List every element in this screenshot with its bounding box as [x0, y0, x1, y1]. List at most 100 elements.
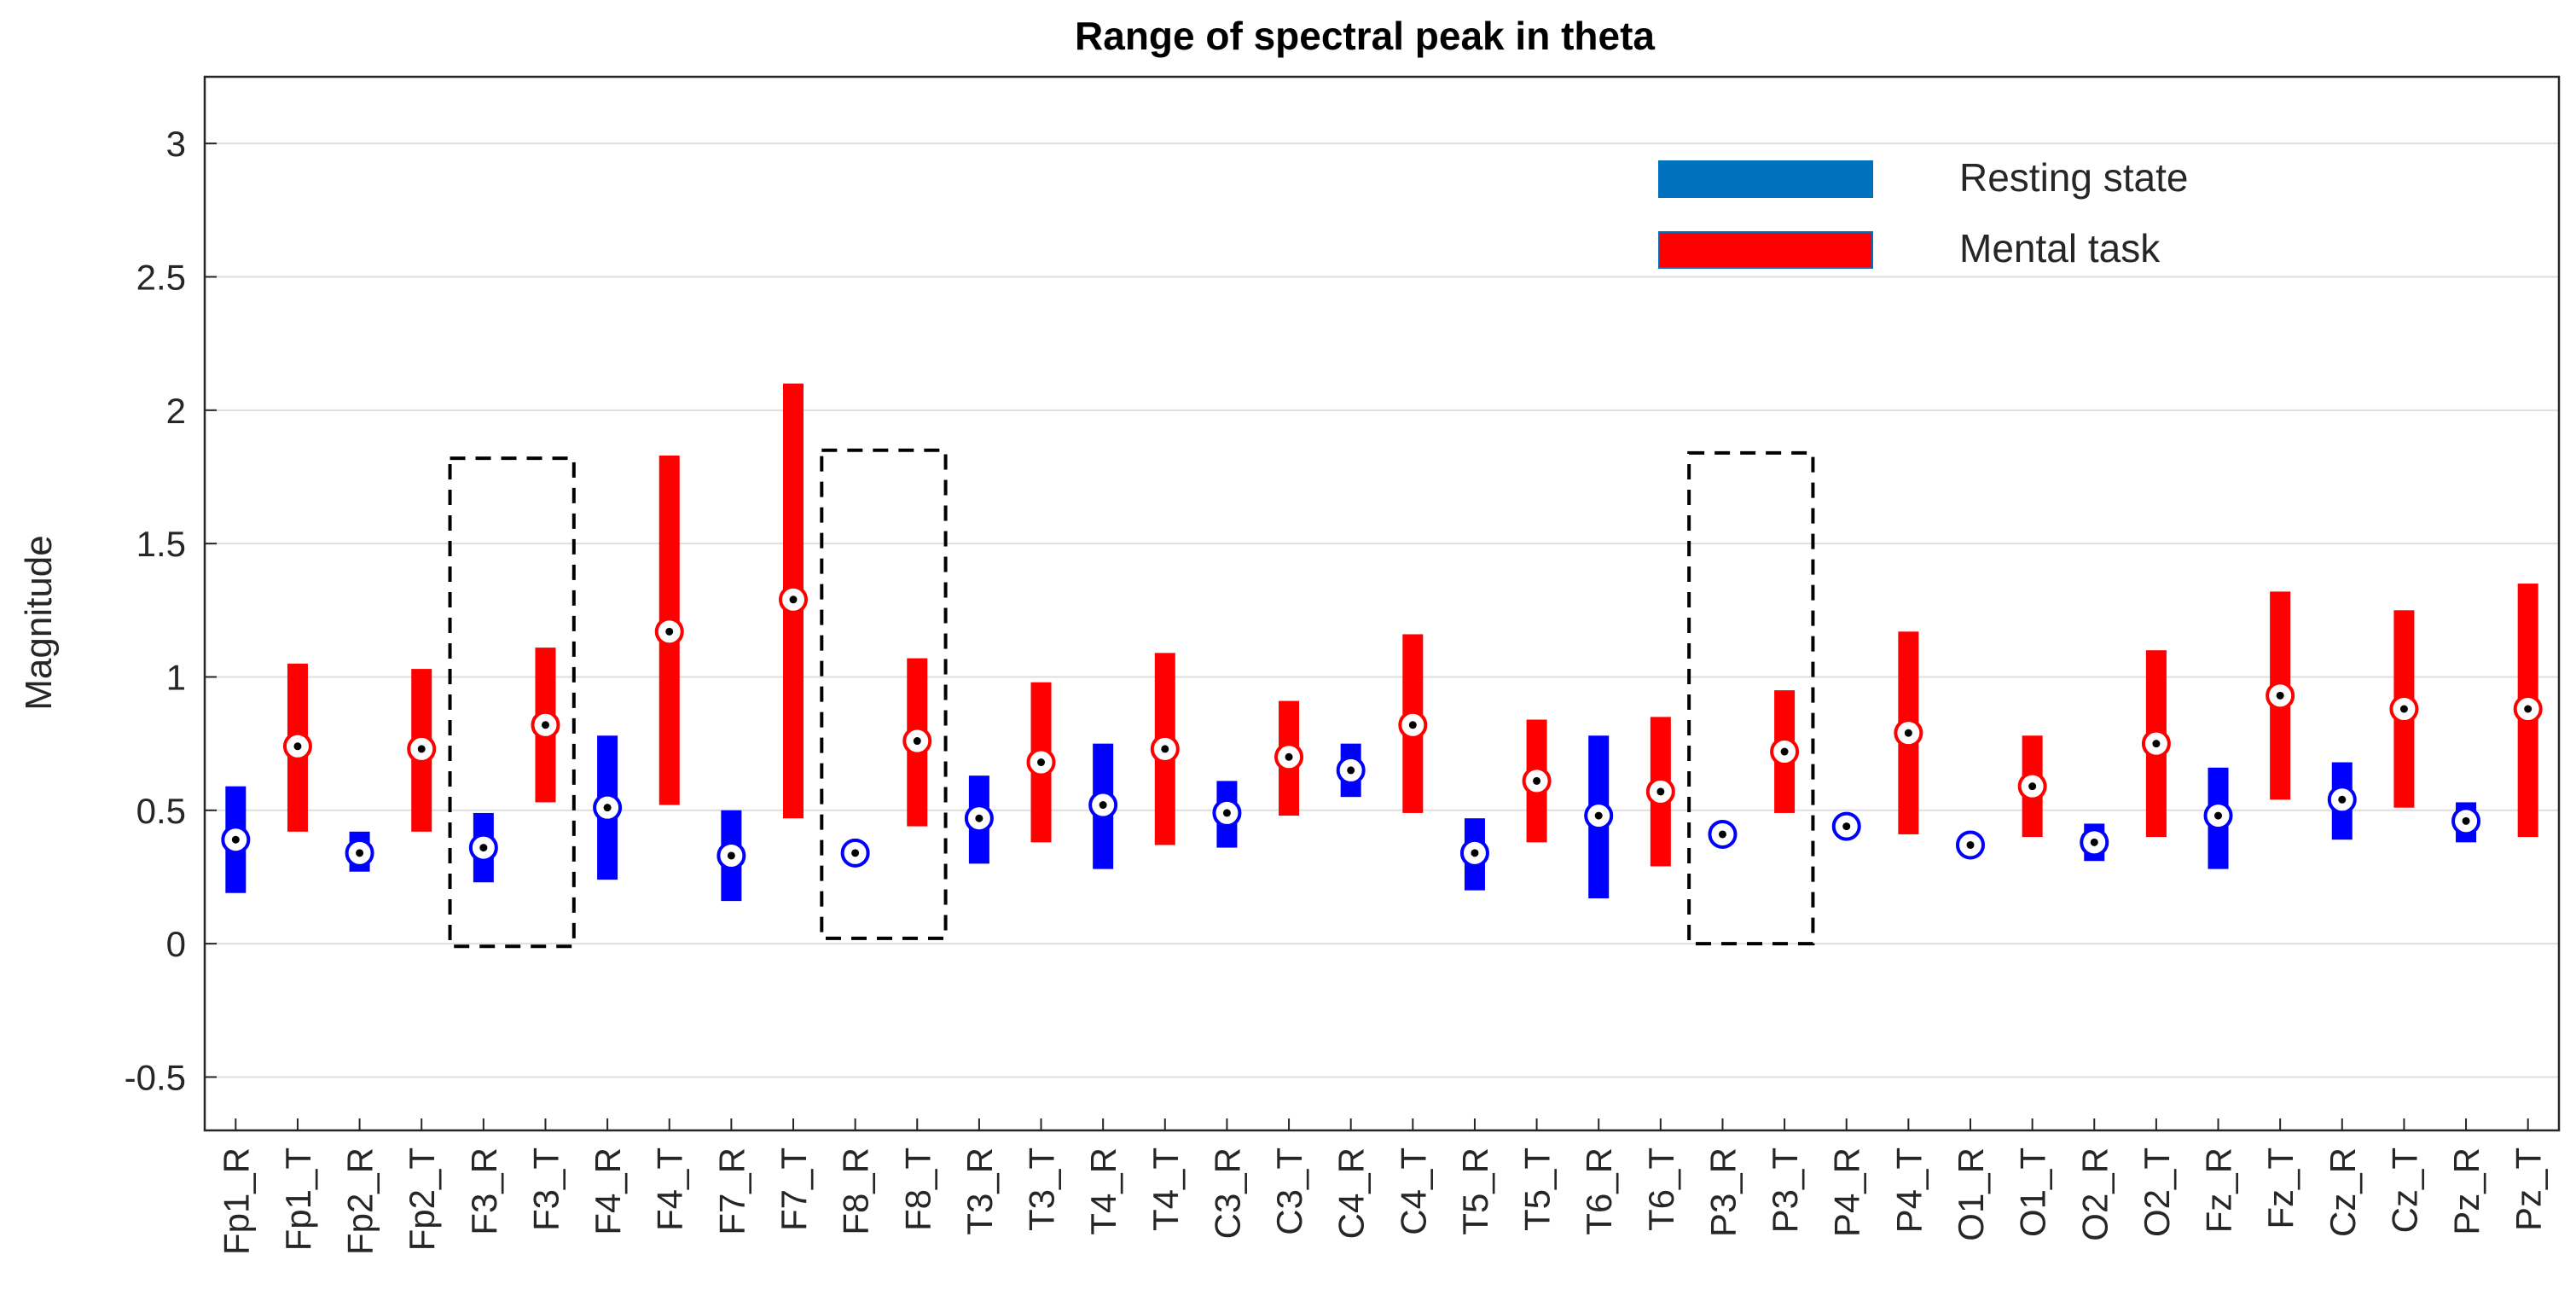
- median-dot-C3_R: [1222, 809, 1231, 817]
- x-tick-label: O2_R: [2074, 1147, 2115, 1241]
- median-dot-Pz_R: [2462, 816, 2470, 825]
- median-dot-Cz_T: [2399, 705, 2408, 713]
- legend-label-rest: Resting state: [1959, 155, 2188, 200]
- median-dot-T5_R: [1471, 849, 1479, 857]
- median-dot-P3_T: [1780, 747, 1789, 756]
- median-dot-P4_R: [1842, 822, 1851, 831]
- median-dot-Fp1_T: [293, 742, 302, 751]
- legend-swatch-rest: [1658, 160, 1873, 198]
- median-dot-O2_T: [2152, 740, 2161, 748]
- median-dot-T6_R: [1594, 811, 1603, 820]
- median-dot-T4_R: [1099, 801, 1107, 810]
- x-ticks: Fp1_R Fp1_T Fp2_R Fp2_T F3_R F3_T F4_R F4_T F7_R…: [216, 1118, 2549, 1255]
- x-tick-label: Fp2_T: [402, 1147, 442, 1251]
- x-tick-label: Cz_R: [2323, 1147, 2363, 1237]
- x-tick-label: F4_R: [588, 1147, 628, 1235]
- x-tick-label: T6_T: [1641, 1147, 1681, 1231]
- median-dot-F4_T: [665, 627, 674, 636]
- median-dot-T6_T: [1656, 787, 1665, 796]
- median-dot-F4_R: [603, 804, 612, 812]
- median-dot-O2_R: [2090, 838, 2098, 846]
- range-bars: [221, 383, 2543, 902]
- median-dot-Fp2_R: [356, 849, 364, 857]
- x-tick-label: T5_T: [1517, 1147, 1558, 1231]
- median-dot-Fp1_R: [231, 835, 240, 844]
- median-dot-Fz_T: [2276, 691, 2284, 700]
- median-dot-F3_R: [479, 844, 488, 852]
- x-tick-label: C4_T: [1393, 1147, 1433, 1235]
- highlight-box: [448, 456, 576, 949]
- x-tick-label: F3_T: [525, 1147, 566, 1231]
- y-tick-label: -0.5: [125, 1057, 186, 1097]
- median-dot-T4_T: [1161, 745, 1169, 753]
- x-tick-label: T5_R: [1455, 1147, 1495, 1235]
- median-dot-T5_T: [1533, 776, 1541, 785]
- x-tick-label: Pz_R: [2446, 1147, 2486, 1235]
- median-dot-C4_R: [1347, 766, 1355, 775]
- x-tick-label: C3_R: [1207, 1147, 1247, 1239]
- median-dot-P3_R: [1718, 830, 1726, 839]
- x-tick-label: F4_T: [650, 1147, 690, 1231]
- x-tick-label: Pz_T: [2509, 1147, 2549, 1231]
- median-dot-F7_T: [789, 595, 798, 604]
- median-dot-P4_T: [1904, 729, 1912, 737]
- x-tick-label: P4_R: [1827, 1147, 1867, 1237]
- median-dot-F3_T: [541, 721, 549, 729]
- x-tick-label: P4_T: [1888, 1147, 1929, 1233]
- y-tick-label: 3: [166, 124, 186, 164]
- x-tick-label: F7_R: [711, 1147, 751, 1235]
- x-tick-label: Fz_R: [2199, 1147, 2239, 1233]
- x-tick-label: F3_R: [464, 1147, 504, 1235]
- x-tick-label: T3_T: [1022, 1147, 1062, 1231]
- median-dot-T3_R: [975, 814, 983, 822]
- y-tick-label: 2: [166, 391, 186, 431]
- legend-swatch-task: [1658, 231, 1873, 269]
- median-dot-Cz_R: [2338, 795, 2347, 804]
- x-tick-label: F8_R: [836, 1147, 876, 1235]
- axes: [203, 75, 2561, 1132]
- x-tick-label: Fp1_T: [278, 1147, 318, 1251]
- x-tick-label: Fp2_R: [340, 1147, 380, 1255]
- x-tick-label: P3_R: [1703, 1147, 1743, 1237]
- x-tick-label: C4_R: [1332, 1147, 1372, 1239]
- x-tick-label: F8_T: [897, 1147, 937, 1231]
- plot-area-frame: [203, 75, 2561, 1132]
- x-tick-label: T6_R: [1579, 1147, 1619, 1235]
- median-dot-C4_T: [1408, 721, 1417, 729]
- x-tick-label: O1_T: [2013, 1147, 2053, 1237]
- y-ticks: -0.5 0 0.5 1 1.5 2 2.5 3: [125, 124, 217, 1097]
- y-tick-label: 1: [166, 657, 186, 697]
- median-dot-F8_T: [913, 737, 921, 746]
- highlight-box: [1687, 450, 1815, 946]
- x-tick-label: O1_R: [1951, 1147, 1991, 1241]
- x-tick-label: C3_T: [1269, 1147, 1309, 1235]
- x-tick-label: T4_R: [1083, 1147, 1123, 1235]
- median-dot-Pz_T: [2524, 705, 2532, 713]
- x-tick-label: O2_T: [2137, 1147, 2177, 1237]
- median-dot-Fp2_T: [417, 745, 426, 753]
- chart-title: Range of spectral peak in theta: [1075, 14, 1655, 58]
- x-tick-label: F7_T: [774, 1147, 814, 1231]
- median-dot-O1_R: [1966, 840, 1975, 849]
- grid-lines: [205, 142, 2559, 1078]
- legend-label-task: Mental task: [1959, 226, 2161, 270]
- y-tick-label: 1.5: [136, 524, 186, 564]
- x-tick-label: Cz_T: [2384, 1147, 2424, 1233]
- median-dot-F7_R: [727, 851, 735, 860]
- median-dot-Fz_R: [2214, 811, 2223, 820]
- median-dot-O1_T: [2028, 782, 2037, 791]
- x-tick-label: T4_T: [1146, 1147, 1186, 1231]
- highlight-box: [820, 448, 948, 940]
- y-tick-label: 0: [166, 924, 186, 964]
- x-tick-label: Fz_T: [2260, 1147, 2300, 1229]
- median-dot-C3_T: [1285, 752, 1293, 761]
- x-tick-label: P3_T: [1765, 1147, 1805, 1233]
- y-axis-label: Magnitude: [18, 535, 60, 710]
- y-tick-label: 0.5: [136, 791, 186, 831]
- y-tick-label: 2.5: [136, 257, 186, 297]
- highlight-boxes: [448, 448, 1815, 949]
- x-tick-label: T3_R: [960, 1147, 1000, 1235]
- legend: Resting state Mental task: [1658, 155, 2188, 270]
- median-dot-T3_T: [1037, 758, 1046, 767]
